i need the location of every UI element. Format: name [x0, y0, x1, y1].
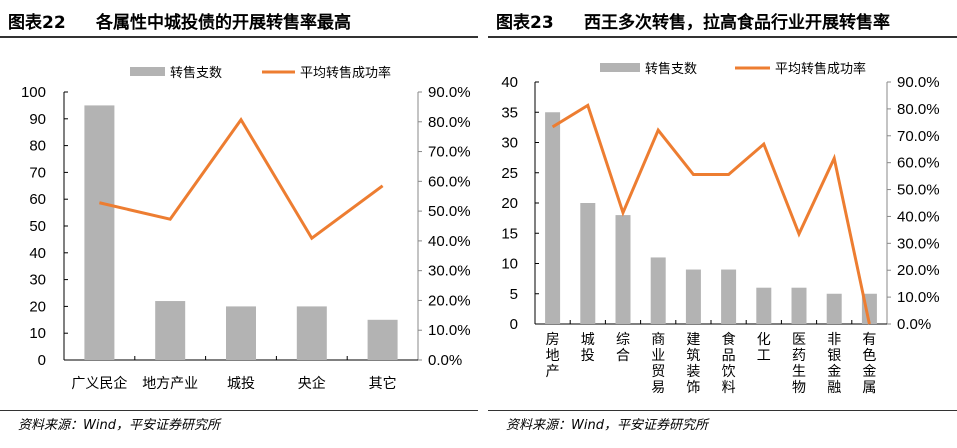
bar-2	[615, 215, 631, 324]
left-tick-label: 60	[29, 191, 46, 208]
left-tick-label: 0	[38, 352, 46, 369]
bar-4	[685, 269, 701, 324]
category-label: 其它	[369, 375, 397, 392]
chart-23: 0 5 10 15 20 25 30 35 40 0.0% 10.0% 20.0% 30.0% 40.0%…	[501, 61, 940, 396]
category-label: 医药生物	[792, 332, 806, 396]
bar-0	[84, 105, 115, 361]
right-tick-label: 10.0%	[428, 322, 471, 339]
right-tick-label: 30.0%	[428, 263, 471, 280]
category-label: 地方产业	[142, 376, 198, 392]
chart-title: 图表23 西王多次转售，拉高食品行业开展转售率	[496, 13, 890, 33]
right-tick-label: 20.0%	[897, 262, 940, 279]
success-rate-line	[99, 116, 384, 241]
divider	[488, 410, 957, 411]
category-label: 食品饮料	[722, 331, 736, 396]
category-label: 商业贸易	[651, 332, 665, 396]
right-tick-label: 30.0%	[897, 235, 940, 252]
left-tick-label: 50	[29, 218, 46, 235]
left-tick-label: 10	[501, 256, 518, 273]
divider	[0, 36, 478, 38]
right-tick-label: 90.0%	[428, 84, 471, 101]
source-note: 资料来源：Wind，平安证券研究所	[506, 418, 708, 433]
right-tick-label: 70.0%	[428, 144, 471, 161]
right-tick-label: 90.0%	[897, 74, 940, 91]
right-tick-label: 0.0%	[428, 352, 462, 369]
category-label: 非银金融	[827, 332, 841, 396]
left-tick-label: 5	[510, 286, 518, 303]
legend-bar-swatch	[600, 63, 640, 72]
category-label: 有色金属	[862, 332, 876, 396]
right-tick-label: 0.0%	[897, 316, 931, 333]
category-label: 房地产	[546, 332, 560, 380]
category-label: 央企	[298, 375, 326, 392]
chart-title: 图表22 各属性中城投债的开展转售率最高	[8, 13, 351, 33]
category-label: 建筑装饰	[686, 332, 700, 396]
left-tick-label: 10	[29, 325, 46, 342]
category-label: 化工	[757, 332, 771, 364]
left-tick-label: 30	[29, 272, 46, 289]
legend-label: 平均转售成功率	[775, 61, 866, 77]
bar-4	[367, 319, 398, 360]
left-tick-label: 20	[29, 298, 46, 315]
right-tick-label: 50.0%	[428, 203, 471, 220]
bar-0	[545, 112, 561, 324]
bar-8	[826, 293, 842, 324]
left-tick-label: 40	[29, 245, 46, 262]
legend-label: 转售支数	[645, 61, 697, 77]
bar-3	[296, 306, 327, 360]
chart-panel-23: 图表23 西王多次转售，拉高食品行业开展转售率 0 5 10 15 20 25 30 35 40 0…	[488, 0, 957, 448]
right-tick-label: 60.0%	[428, 173, 471, 190]
divider	[488, 36, 957, 38]
category-label: 城投	[581, 332, 595, 364]
divider	[0, 410, 478, 411]
left-tick-label: 15	[501, 225, 518, 242]
category-label: 广义民企	[71, 375, 127, 392]
legend-label: 转售支数	[170, 65, 222, 81]
source-note: 资料来源：Wind，平安证券研究所	[18, 418, 220, 433]
left-tick-label: 35	[501, 104, 518, 121]
bar-1	[580, 203, 596, 324]
bar-5	[721, 269, 737, 324]
bar-7	[791, 287, 807, 324]
success-rate-line	[551, 103, 871, 325]
bar-2	[226, 306, 256, 360]
chart-22: 0 10 20 30 40 50 60 70 80 90 100 0.0% 10.0% 20.0% 30.0…	[21, 65, 471, 392]
left-tick-label: 0	[510, 316, 518, 333]
left-tick-label: 40	[501, 74, 518, 91]
right-tick-label: 40.0%	[428, 233, 471, 250]
left-tick-label: 20	[501, 195, 518, 212]
left-tick-label: 90	[29, 111, 46, 128]
chart-panel-22: 图表22 各属性中城投债的开展转售率最高 0 10 20 30 40 50 60 70 80 90 1…	[0, 0, 478, 448]
right-tick-label: 20.0%	[428, 292, 471, 309]
left-tick-label: 80	[29, 138, 46, 155]
right-tick-label: 50.0%	[897, 182, 940, 199]
right-tick-label: 60.0%	[897, 155, 940, 172]
right-tick-label: 80.0%	[428, 114, 471, 131]
right-tick-label: 40.0%	[897, 208, 940, 225]
left-tick-label: 100	[21, 84, 46, 101]
right-tick-label: 70.0%	[897, 128, 940, 145]
legend-bar-swatch	[130, 67, 165, 76]
left-tick-label: 30	[501, 135, 518, 152]
left-tick-label: 70	[29, 164, 46, 181]
right-tick-label: 10.0%	[897, 289, 940, 306]
left-tick-label: 25	[501, 165, 518, 182]
category-label: 综合	[616, 332, 630, 364]
bar-1	[155, 301, 186, 360]
bar-3	[650, 257, 666, 324]
category-label: 城投	[227, 376, 255, 392]
legend-label: 平均转售成功率	[300, 65, 391, 81]
right-tick-label: 80.0%	[897, 101, 940, 118]
bar-6	[756, 287, 772, 324]
